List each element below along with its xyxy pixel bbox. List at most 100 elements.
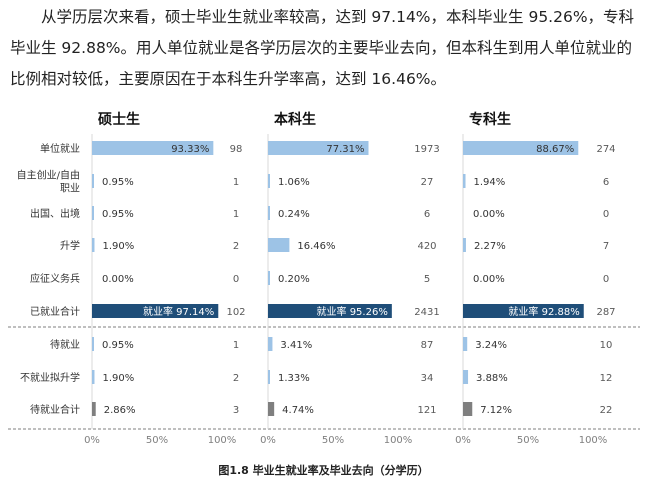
count-label: 420: [417, 241, 436, 252]
category-label: 待就业: [50, 338, 80, 351]
bar: [92, 141, 214, 155]
value-label: 4.74%: [282, 405, 314, 416]
category-label: 单位就业: [40, 142, 80, 155]
value-label: 1.33%: [278, 373, 310, 384]
x-tick-label: 100%: [579, 435, 608, 446]
value-label: 0.95%: [102, 177, 134, 188]
count-label: 2: [233, 241, 239, 252]
value-label: 3.88%: [476, 373, 508, 384]
value-label: 77.31%: [326, 144, 364, 155]
category-label: 已就业合计: [30, 305, 80, 318]
bar: [268, 238, 290, 252]
intro-paragraph: 从学历层次来看，硕士毕业生就业率较高，达到 97.14%，本科毕业生 95.26…: [10, 2, 640, 95]
count-label: 7: [603, 241, 609, 252]
x-tick-label: 0%: [455, 435, 471, 446]
count-label: 287: [596, 307, 615, 318]
panel-title: 硕士生: [98, 111, 140, 128]
bar: [92, 337, 94, 351]
bar: [268, 337, 273, 351]
count-label: 6: [424, 209, 430, 220]
intro-paragraph-text: 从学历层次来看，硕士毕业生就业率较高，达到 97.14%，本科毕业生 95.26…: [10, 8, 635, 88]
count-label: 12: [600, 373, 613, 384]
bar: [92, 370, 95, 384]
bar: [463, 402, 473, 416]
bar: [92, 174, 94, 188]
count-label: 6: [603, 177, 609, 188]
count-label: 22: [600, 405, 613, 416]
value-label: 3.41%: [280, 340, 312, 351]
value-label: 1.90%: [102, 241, 134, 252]
value-label: 就业率 95.26%: [317, 305, 388, 318]
value-label: 0.00%: [473, 209, 505, 220]
category-label: 自主创业/自由: [17, 169, 80, 182]
count-label: 274: [596, 144, 615, 155]
bar: [268, 370, 270, 384]
count-label: 1: [233, 340, 239, 351]
value-label: 1.94%: [474, 177, 506, 188]
x-tick-label: 0%: [84, 435, 100, 446]
value-label: 就业率 97.14%: [143, 305, 214, 318]
bar: [268, 206, 270, 220]
value-label: 0.24%: [278, 209, 310, 220]
figure-caption: 图1.8 毕业生就业率及毕业去向（分学历）: [218, 464, 429, 477]
value-label: 3.24%: [475, 340, 507, 351]
bar: [92, 238, 95, 252]
count-label: 27: [421, 177, 434, 188]
category-label: 应征义务兵: [30, 272, 80, 285]
category-label: 待就业合计: [30, 403, 80, 416]
count-label: 0: [603, 274, 609, 285]
count-label: 2431: [414, 307, 439, 318]
value-label: 93.33%: [171, 144, 209, 155]
category-label: 出国、出境: [30, 207, 80, 220]
x-tick-label: 50%: [146, 435, 168, 446]
bar: [463, 370, 469, 384]
panel-title: 专科生: [469, 111, 511, 128]
value-label: 2.86%: [104, 405, 136, 416]
category-label: 不就业拟升学: [20, 371, 80, 384]
bar: [268, 271, 270, 285]
value-label: 0.95%: [102, 340, 134, 351]
count-label: 34: [421, 373, 434, 384]
count-label: 1: [233, 209, 239, 220]
bar: [268, 402, 275, 416]
value-label: 1.90%: [102, 373, 134, 384]
value-label: 0.20%: [278, 274, 310, 285]
bar: [463, 174, 466, 188]
x-tick-label: 50%: [322, 435, 344, 446]
value-label: 7.12%: [480, 405, 512, 416]
count-label: 121: [417, 405, 436, 416]
value-label: 0.95%: [102, 209, 134, 220]
count-label: 0: [603, 209, 609, 220]
value-label: 1.06%: [278, 177, 310, 188]
value-label: 0.00%: [102, 274, 134, 285]
bar: [463, 337, 468, 351]
value-label: 88.67%: [536, 144, 574, 155]
bar: [463, 238, 466, 252]
x-tick-label: 100%: [208, 435, 237, 446]
bar: [92, 304, 219, 318]
bar: [463, 141, 579, 155]
count-label: 1: [233, 177, 239, 188]
count-label: 5: [424, 274, 430, 285]
bar: [268, 141, 369, 155]
category-label: 升学: [60, 239, 80, 252]
value-label: 2.27%: [474, 241, 506, 252]
bar: [92, 206, 94, 220]
bar: [92, 402, 96, 416]
bar: [268, 304, 392, 318]
bar: [463, 304, 584, 318]
count-label: 87: [421, 340, 434, 351]
count-label: 1973: [414, 144, 439, 155]
bar: [268, 174, 270, 188]
x-tick-label: 50%: [517, 435, 539, 446]
count-label: 2: [233, 373, 239, 384]
value-label: 就业率 92.88%: [508, 305, 579, 318]
panel-title: 本科生: [274, 111, 316, 128]
count-label: 102: [226, 307, 245, 318]
category-label: 职业: [60, 183, 80, 195]
count-label: 98: [230, 144, 243, 155]
count-label: 3: [233, 405, 239, 416]
count-label: 0: [233, 274, 239, 285]
count-label: 10: [600, 340, 613, 351]
